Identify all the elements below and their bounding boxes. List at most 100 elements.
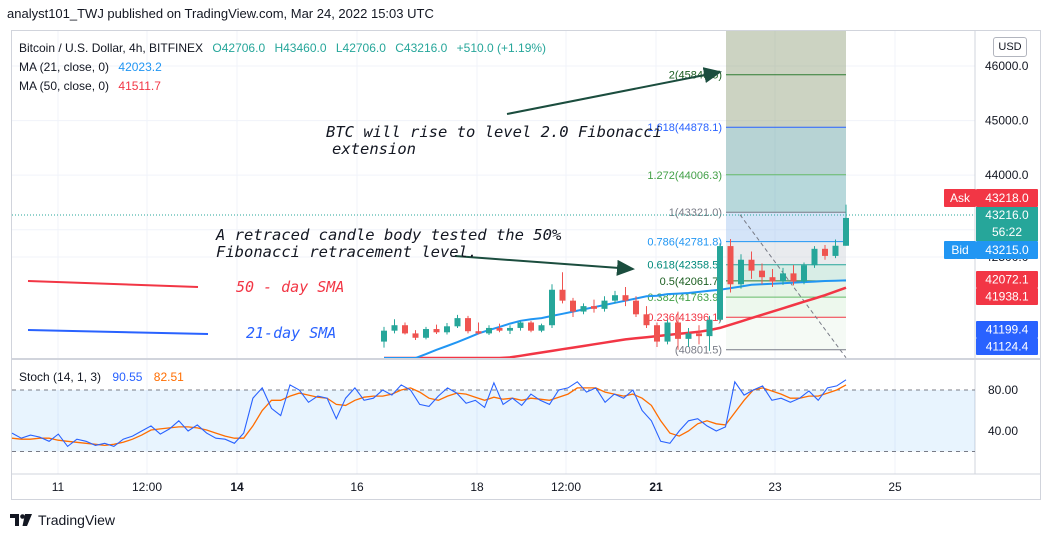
price-tag-b-text: 41124.4 xyxy=(986,340,1029,354)
candle-body xyxy=(507,327,513,331)
stoch-tick-label: 80.00 xyxy=(988,383,1018,397)
candle-body xyxy=(381,330,387,342)
candle-body xyxy=(433,329,440,333)
price-tag-a-text: 41199.4 xyxy=(986,323,1029,337)
price-tags: Ask 43218.0 43216.0 56:22 Bid 43215.0 42072.1 4… xyxy=(944,189,1038,355)
time-tick-label: 23 xyxy=(768,480,782,494)
price-tag-b-bg xyxy=(976,338,1038,355)
candle-body xyxy=(843,217,849,246)
time-tick-label: 14 xyxy=(230,480,244,494)
symbol-title[interactable]: Bitcoin / U.S. Dollar, 4h, BITFINEX xyxy=(19,41,204,55)
stoch-tick-label: 40.00 xyxy=(988,424,1018,438)
ma50-value: 41511.7 xyxy=(118,79,161,93)
annotation-fib-line2: extension xyxy=(332,140,416,158)
ask-price-bg xyxy=(976,189,1038,207)
fib-zone xyxy=(726,317,846,350)
time-tick-label: 25 xyxy=(888,480,902,494)
fib-level-label: 0.618(42358.5) xyxy=(647,260,722,272)
candle-body xyxy=(517,322,524,328)
price-grid xyxy=(12,31,975,474)
ohlc-close: C43216.0 xyxy=(395,41,448,55)
stoch-d-value: 82.51 xyxy=(153,370,184,384)
arrow-retracement xyxy=(454,255,635,276)
stoch-legend[interactable]: Stoch (14, 1, 3) 90.55 82.51 xyxy=(19,370,184,384)
candle-body xyxy=(738,259,744,285)
candle-body xyxy=(664,322,671,342)
stoch-d-line xyxy=(11,384,847,447)
candle-body xyxy=(654,325,660,342)
bid-price-text: 43215.0 xyxy=(985,243,1029,257)
sma50-legend-line xyxy=(27,280,199,288)
candle-body xyxy=(801,265,807,282)
candle-body xyxy=(790,273,797,282)
fib-level-label: 0.5(42061.7) xyxy=(660,276,722,288)
annotation-sma50: 50 - day SMA xyxy=(236,278,345,296)
ask-label-bg xyxy=(944,189,976,207)
price-tag-a-bg xyxy=(976,321,1038,338)
price-tick-label: 46000.0 xyxy=(985,59,1029,73)
candle-body xyxy=(591,306,597,309)
fib-level-label: 0.236(41396.1) xyxy=(647,312,722,324)
time-axis[interactable]: 11 12:00 14 16 18 12:00 21 23 25 xyxy=(52,480,902,494)
footer[interactable]: TradingView xyxy=(10,512,115,528)
candle-body xyxy=(811,248,818,266)
ma21-tag-bg xyxy=(976,271,1038,288)
ma50-label: MA (50, close, 0) xyxy=(19,79,110,93)
chart-legend: Bitcoin / U.S. Dollar, 4h, BITFINEX O427… xyxy=(19,39,546,96)
candle-body xyxy=(454,318,461,327)
annotation-sma21: 21-day SMA xyxy=(246,324,337,342)
candle-body xyxy=(748,259,755,271)
annotation-fib-extension: BTC will rise to level 2.0 Fibonacci ext… xyxy=(326,124,662,158)
currency-button[interactable]: USD xyxy=(993,37,1027,57)
fibonacci-tool[interactable]: 2(45840.5)1.618(44878.1)1.272(44006.3)1(… xyxy=(647,31,847,358)
candle-body xyxy=(769,277,776,282)
candle-body xyxy=(580,306,587,312)
candle-body xyxy=(549,289,555,326)
ma21-legend[interactable]: MA (21, close, 0) 42023.2 xyxy=(19,58,546,77)
candle-body xyxy=(822,248,828,256)
stoch-label: Stoch (14, 1, 3) xyxy=(19,370,102,384)
candle-body xyxy=(759,270,765,278)
fib-trend-line xyxy=(739,214,847,358)
candle-body xyxy=(780,273,786,282)
ohlc-open: O42706.0 xyxy=(212,41,266,55)
fib-zone xyxy=(726,174,846,213)
time-tick-label: 11 xyxy=(52,480,65,494)
candle-body xyxy=(412,333,419,338)
candle-body xyxy=(391,325,398,331)
candle-body xyxy=(559,289,566,301)
candle-body xyxy=(465,318,471,332)
ohlc-low: L42706.0 xyxy=(335,41,386,55)
price-tick-label: 45000.0 xyxy=(985,114,1029,128)
candle-body xyxy=(727,246,734,285)
candle-body xyxy=(496,327,503,331)
candle-body xyxy=(601,300,608,309)
candle-body xyxy=(633,300,639,315)
fib-zone xyxy=(726,264,846,281)
publish-header: analyst101_TWJ published on TradingView.… xyxy=(7,6,434,21)
candle-body xyxy=(423,329,429,338)
stoch-band xyxy=(12,390,975,452)
ask-price-text: 43218.0 xyxy=(985,191,1029,205)
ma21-label: MA (21, close, 0) xyxy=(19,60,110,74)
candle-body xyxy=(570,300,576,312)
footer-brand: TradingView xyxy=(38,512,116,528)
fib-level-label: 1.272(44006.3) xyxy=(647,170,722,182)
ma21-value: 42023.2 xyxy=(118,60,162,74)
stochastic-pane xyxy=(11,379,975,452)
fib-level-label: 1(43321.0) xyxy=(669,207,722,219)
candle-body xyxy=(528,322,534,331)
candle-body xyxy=(685,333,692,339)
candle-body xyxy=(622,295,629,301)
candle-body xyxy=(675,322,681,339)
annotation-fib-line1: BTC will rise to level 2.0 Fibonacci xyxy=(326,123,662,141)
last-price-text: 43216.0 xyxy=(985,208,1029,222)
fib-level-label: 1.618(44878.1) xyxy=(647,122,722,134)
ma21-tag-text: 42072.1 xyxy=(985,273,1029,287)
time-tick-label: 21 xyxy=(649,480,663,494)
candle-body xyxy=(444,326,450,333)
fib-level-label: (40801.5) xyxy=(675,345,722,357)
ma50-legend[interactable]: MA (50, close, 0) 41511.7 xyxy=(19,77,546,96)
candle-body xyxy=(643,314,650,326)
